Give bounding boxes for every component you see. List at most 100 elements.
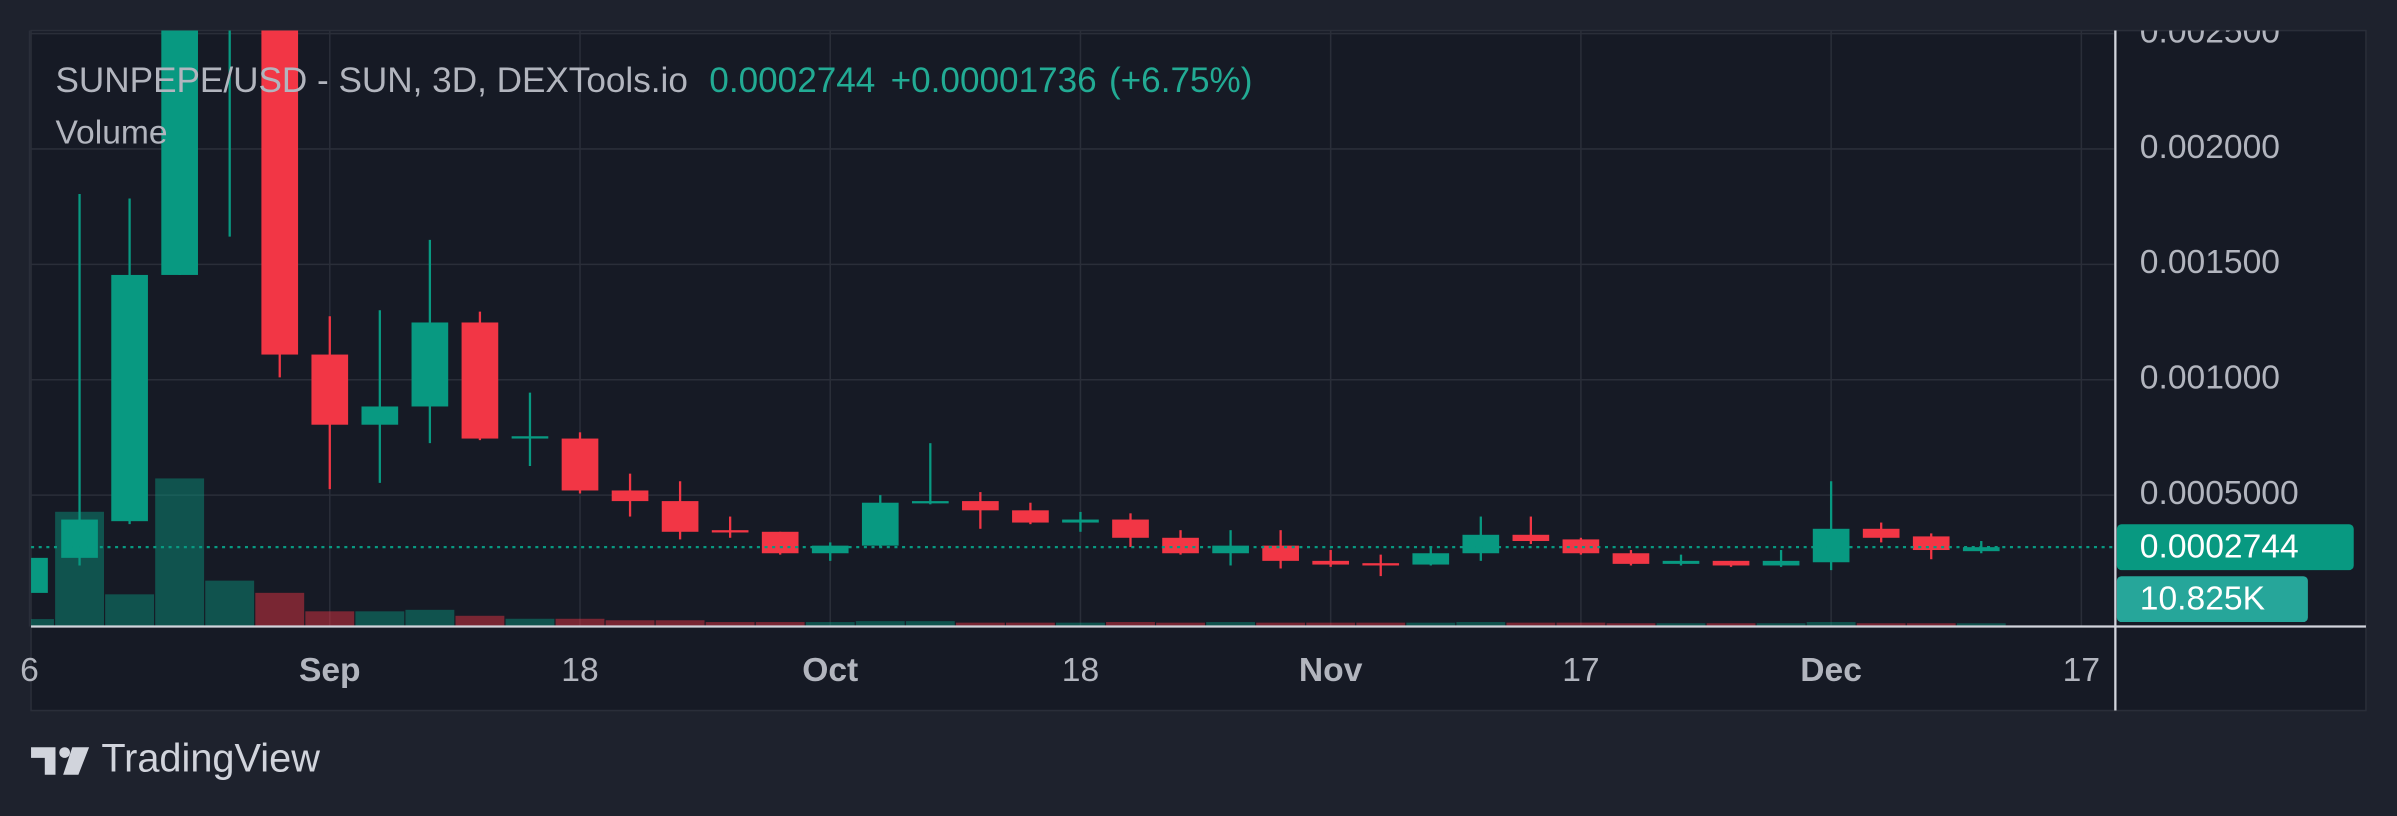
candle-body bbox=[861, 502, 899, 546]
x-tick-label: Nov bbox=[1299, 652, 1363, 689]
candle-body bbox=[561, 438, 599, 491]
x-tick-label: 18 bbox=[1062, 652, 1099, 689]
price-axis: 0.0005000 0.001000 0.001500 0.002000 0.00250… bbox=[2140, 13, 2299, 512]
candle-body bbox=[962, 501, 999, 511]
volume-bar bbox=[1005, 622, 1055, 627]
volume-bar bbox=[405, 609, 455, 627]
volume-bar bbox=[1106, 622, 1155, 627]
volume-bar bbox=[205, 580, 255, 627]
x-tick-label: Sep bbox=[299, 652, 361, 689]
volume-bar bbox=[31, 619, 54, 627]
candle-body bbox=[161, 30, 198, 275]
candle-body bbox=[761, 531, 799, 554]
candle-body bbox=[1562, 539, 1600, 554]
volume-legend: Volume bbox=[55, 114, 167, 151]
candle-body bbox=[1712, 560, 1750, 566]
chart-title: SUNPEPE/USD - SUN, 3D, DEXTools.io bbox=[55, 61, 687, 100]
candle-body bbox=[1062, 519, 1099, 523]
volume-value-box bbox=[2116, 576, 2308, 623]
x-tick-label: 6 bbox=[20, 652, 39, 689]
volume-bar bbox=[255, 592, 305, 627]
y-tick-label: 0.001500 bbox=[2140, 244, 2280, 281]
candle-body bbox=[1262, 545, 1299, 561]
volume-bar bbox=[755, 622, 805, 627]
volume-bar bbox=[555, 618, 605, 627]
y-tick-label: 0.0005000 bbox=[2140, 475, 2299, 512]
candle-body bbox=[1612, 553, 1650, 564]
volume-bar bbox=[1406, 622, 1456, 627]
candle-body bbox=[411, 322, 449, 407]
volume-bar bbox=[155, 478, 205, 627]
candle-body bbox=[1462, 534, 1500, 554]
volume-bar bbox=[1606, 623, 1656, 627]
candle-body bbox=[461, 322, 499, 439]
volume-bar bbox=[1756, 623, 1806, 627]
candle-body bbox=[1862, 528, 1900, 538]
candle-body bbox=[811, 545, 849, 554]
candle-body bbox=[261, 30, 299, 355]
plot-background bbox=[30, 29, 2367, 712]
candle-body bbox=[661, 501, 699, 532]
last-value-labels: 0.0002744 10.825K bbox=[2116, 524, 2354, 623]
volume-bar bbox=[655, 620, 705, 627]
header-price: 0.0002744 bbox=[709, 61, 875, 100]
last-price-box bbox=[2116, 524, 2354, 571]
candle-body bbox=[1762, 560, 1800, 566]
candle-body bbox=[61, 519, 98, 558]
grid bbox=[28, 30, 2114, 627]
candle-body bbox=[1662, 560, 1700, 564]
x-tick-label: 17 bbox=[2063, 652, 2100, 689]
candle-body bbox=[1112, 519, 1149, 538]
volume-bar bbox=[105, 594, 155, 627]
tradingview-logo bbox=[31, 747, 90, 775]
candle-body bbox=[1812, 528, 1850, 563]
candle-body bbox=[1962, 547, 2000, 552]
volume-bar bbox=[855, 621, 905, 627]
candle-body bbox=[361, 406, 399, 425]
volume-bar bbox=[1706, 623, 1756, 627]
x-tick-label: Oct bbox=[802, 652, 858, 689]
candle-layer bbox=[31, 30, 2114, 593]
candle-body bbox=[31, 557, 48, 593]
candle-body bbox=[1512, 534, 1550, 542]
volume-bar bbox=[305, 611, 355, 627]
candle-body bbox=[1412, 553, 1450, 565]
volume-bar bbox=[1956, 623, 2006, 627]
candle-body bbox=[311, 354, 349, 425]
candle-body bbox=[1312, 560, 1350, 565]
volume-bar bbox=[1256, 622, 1306, 627]
volume-bar bbox=[1906, 623, 1956, 627]
volume-bar bbox=[1206, 622, 1256, 627]
volume-bar bbox=[505, 618, 555, 627]
header-change-percent: (+6.75%) bbox=[1109, 61, 1253, 100]
candle-body bbox=[111, 274, 148, 522]
volume-bar bbox=[1806, 622, 1856, 627]
brand: TradingView bbox=[101, 736, 320, 780]
x-tick-label: Dec bbox=[1800, 652, 1862, 689]
volume-value-label: 10.825K bbox=[2140, 581, 2266, 618]
volume-bar bbox=[955, 622, 1005, 627]
volume-bar bbox=[1506, 622, 1556, 627]
y-tick-label: 0.001000 bbox=[2140, 360, 2280, 397]
volume-bar bbox=[1656, 623, 1706, 627]
volume-bar bbox=[1856, 623, 1906, 627]
last-price-label: 0.0002744 bbox=[2140, 529, 2299, 566]
candle-body bbox=[1912, 536, 1950, 551]
volume-bar bbox=[1306, 622, 1356, 627]
volume-bar bbox=[705, 622, 755, 627]
volume-bar bbox=[455, 615, 505, 627]
volume-bar bbox=[355, 611, 405, 627]
volume-bar bbox=[905, 621, 955, 627]
y-tick-label: 0.002500 bbox=[2140, 13, 2280, 50]
candle-body bbox=[711, 530, 749, 533]
candle-body bbox=[1212, 545, 1249, 554]
candle-body bbox=[1162, 537, 1199, 554]
volume-bar bbox=[1056, 622, 1105, 627]
y-tick-label: 0.002000 bbox=[2140, 129, 2280, 166]
candle-body bbox=[511, 436, 549, 439]
candle-body bbox=[1362, 563, 1400, 566]
candle-body bbox=[911, 501, 949, 504]
volume-bar bbox=[605, 620, 655, 627]
